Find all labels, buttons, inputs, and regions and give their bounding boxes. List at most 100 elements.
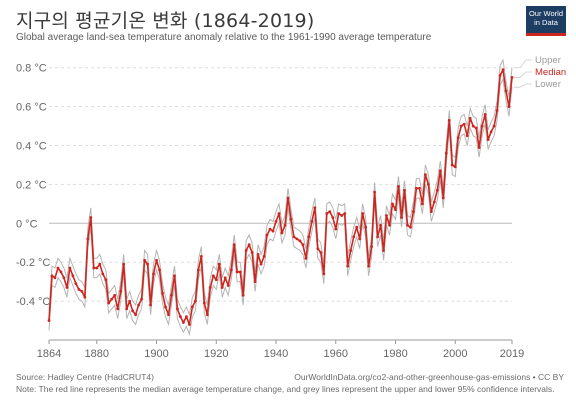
median-point xyxy=(229,268,233,272)
legend-connector xyxy=(514,83,532,88)
median-point xyxy=(247,243,251,247)
median-point xyxy=(355,225,359,229)
y-tick-label: 0.2 °C xyxy=(16,179,47,191)
median-point xyxy=(74,282,78,285)
source-text: Source: Hadley Centre (HadCRUT4) xyxy=(16,372,154,382)
median-point xyxy=(202,301,206,305)
median-point xyxy=(235,270,239,274)
median-point xyxy=(265,233,269,237)
median-point xyxy=(337,212,341,215)
median-point xyxy=(313,206,317,210)
median-point xyxy=(465,134,469,138)
median-point xyxy=(295,237,299,241)
median-point xyxy=(507,105,511,109)
median-point xyxy=(98,262,102,266)
median-point xyxy=(447,118,451,122)
logo-line-2: in Data xyxy=(534,18,558,27)
median-point xyxy=(80,289,84,293)
y-tick-label: -0.4 °C xyxy=(16,296,50,308)
median-point xyxy=(504,89,508,93)
y-tick-label: 0 °C xyxy=(16,218,38,230)
x-tick-label: 1920 xyxy=(204,348,228,360)
median-point xyxy=(319,251,323,254)
y-tick-label: 0.6 °C xyxy=(16,102,47,114)
median-point xyxy=(176,307,179,311)
legend-median-label: Median xyxy=(535,67,566,78)
median-point xyxy=(468,116,472,120)
median-point xyxy=(501,68,505,72)
median-point xyxy=(498,74,502,77)
median-point xyxy=(68,266,72,270)
legend-lower-label: Lower xyxy=(535,79,561,90)
median-point xyxy=(331,216,335,219)
source-link[interactable]: OurWorldInData.org/co2-and-other-greenho… xyxy=(294,372,564,382)
median-point xyxy=(367,264,371,268)
median-point xyxy=(346,264,350,268)
median-point xyxy=(400,216,403,219)
median-point xyxy=(403,188,406,192)
median-point xyxy=(95,266,99,270)
median-point xyxy=(382,249,385,252)
median-point xyxy=(361,212,365,215)
median-point xyxy=(107,301,111,305)
median-point xyxy=(358,237,362,241)
median-point xyxy=(50,274,54,278)
median-point xyxy=(71,274,75,278)
median-point xyxy=(391,202,394,206)
median-point xyxy=(304,256,308,260)
median-point xyxy=(349,249,353,252)
median-point xyxy=(211,274,215,278)
owid-logo[interactable]: Our World in Data xyxy=(526,6,566,36)
median-point xyxy=(47,319,51,322)
median-point xyxy=(510,76,514,79)
x-tick-label: 1900 xyxy=(144,348,168,360)
median-point xyxy=(286,196,290,200)
median-point xyxy=(167,313,170,317)
median-point xyxy=(137,303,141,307)
median-point xyxy=(298,239,302,243)
median-point xyxy=(161,291,164,295)
median-point xyxy=(131,309,135,313)
median-point xyxy=(334,227,338,231)
median-point xyxy=(373,190,376,194)
median-point xyxy=(205,313,209,317)
median-point xyxy=(101,272,105,276)
median-point xyxy=(415,186,418,190)
median-point xyxy=(292,235,296,239)
median-point xyxy=(208,286,212,289)
median-point xyxy=(394,208,397,212)
median-point xyxy=(429,210,433,214)
median-point xyxy=(388,223,391,227)
median-point xyxy=(397,184,400,188)
chart-title: 지구의 평균기온 변화 (1864-2019) xyxy=(16,10,315,32)
series-layer xyxy=(47,58,514,337)
median-point xyxy=(343,212,347,215)
median-point xyxy=(459,124,463,128)
median-point xyxy=(307,235,311,239)
median-point xyxy=(474,126,478,130)
median-point xyxy=(170,293,173,297)
median-point xyxy=(220,286,224,289)
median-point xyxy=(489,130,493,134)
median-point xyxy=(125,307,129,311)
median-point xyxy=(92,266,96,270)
median-point xyxy=(77,288,81,291)
series-median-line xyxy=(48,68,513,326)
chart-note: Note: The red line represents the median… xyxy=(16,384,555,394)
median-point xyxy=(456,136,460,140)
x-tick-label: 1980 xyxy=(383,348,407,360)
median-point xyxy=(256,253,260,256)
median-point xyxy=(158,268,161,272)
median-point xyxy=(89,216,93,219)
median-point xyxy=(322,272,326,276)
median-point xyxy=(113,293,117,297)
median-point xyxy=(289,218,293,221)
x-tick-label: 1864 xyxy=(37,348,61,360)
median-point xyxy=(187,323,191,326)
median-point xyxy=(277,212,281,215)
median-point xyxy=(223,276,227,280)
median-point xyxy=(486,138,490,142)
median-point xyxy=(495,109,499,112)
median-point xyxy=(441,196,445,200)
